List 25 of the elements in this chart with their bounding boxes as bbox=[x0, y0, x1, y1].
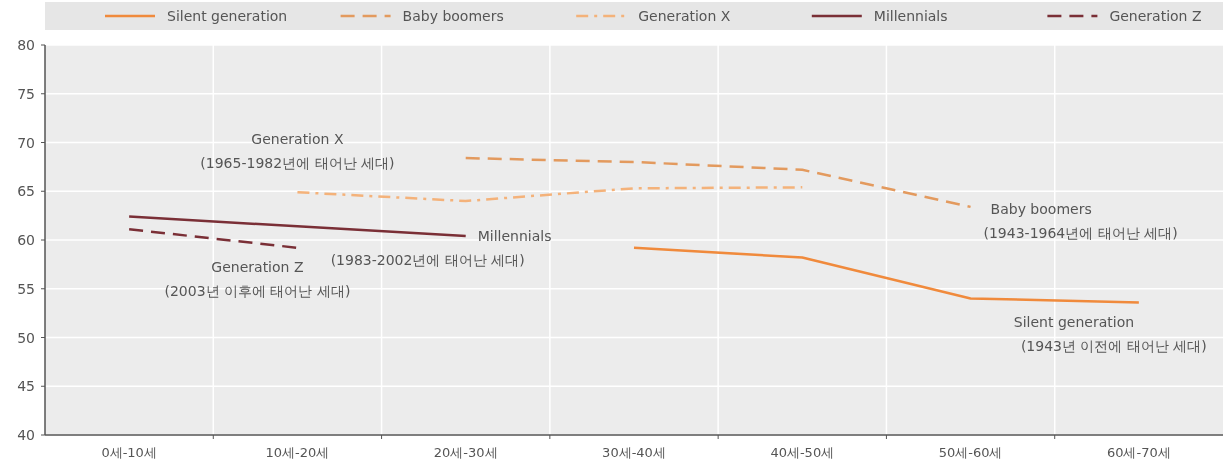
x-tick-label: 40세-50세 bbox=[770, 445, 835, 460]
y-tick-label: 45 bbox=[17, 378, 35, 395]
legend-label: Silent generation bbox=[167, 8, 288, 24]
y-tick-label: 50 bbox=[17, 329, 35, 346]
legend-label: Generation Z bbox=[1109, 8, 1202, 24]
y-tick-label: 65 bbox=[17, 183, 35, 200]
y-tick-label: 40 bbox=[17, 427, 35, 443]
annotation: Generation X (1965-1982년에 태어난 세대) bbox=[200, 131, 395, 172]
y-tick-label: 70 bbox=[17, 134, 35, 151]
legend-label: Millennials bbox=[873, 8, 948, 24]
x-tick-label: 20세-30세 bbox=[433, 445, 498, 460]
annotation: Millennials (1983-2002년에 태어난 세대) bbox=[330, 228, 552, 269]
y-tick-label: 80 bbox=[17, 37, 35, 53]
y-tick-label: 60 bbox=[17, 232, 35, 248]
x-tick-label: 0세-10세 bbox=[101, 445, 157, 460]
legend-label: Generation X bbox=[638, 8, 731, 24]
legend-label: Baby boomers bbox=[402, 8, 504, 24]
annotation: Silent generation (1943년 이전에 태어난 세대) bbox=[1013, 314, 1207, 355]
x-tick-label: 10세-20세 bbox=[265, 445, 330, 460]
x-tick-label: 50세-60세 bbox=[938, 445, 1003, 460]
x-tick-label: 60세-70세 bbox=[1106, 445, 1171, 460]
y-tick-label: 55 bbox=[17, 280, 35, 297]
x-tick-label: 30세-40세 bbox=[602, 445, 666, 460]
annotation: Baby boomers (1943-1964년에 태어난 세대) bbox=[983, 200, 1178, 241]
y-tick-label: 75 bbox=[17, 85, 35, 102]
